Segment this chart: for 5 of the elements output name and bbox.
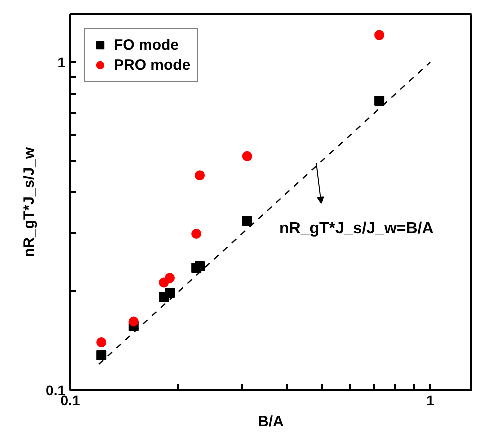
legend-label: PRO mode	[114, 56, 191, 74]
x-axis-title: B/A	[258, 414, 284, 430]
legend-label: FO mode	[114, 36, 180, 54]
y-axis-title: nR_gT*J_s/J_w	[21, 147, 38, 258]
annotation: nR_gT*J_s/J_w=B/A	[280, 220, 434, 238]
